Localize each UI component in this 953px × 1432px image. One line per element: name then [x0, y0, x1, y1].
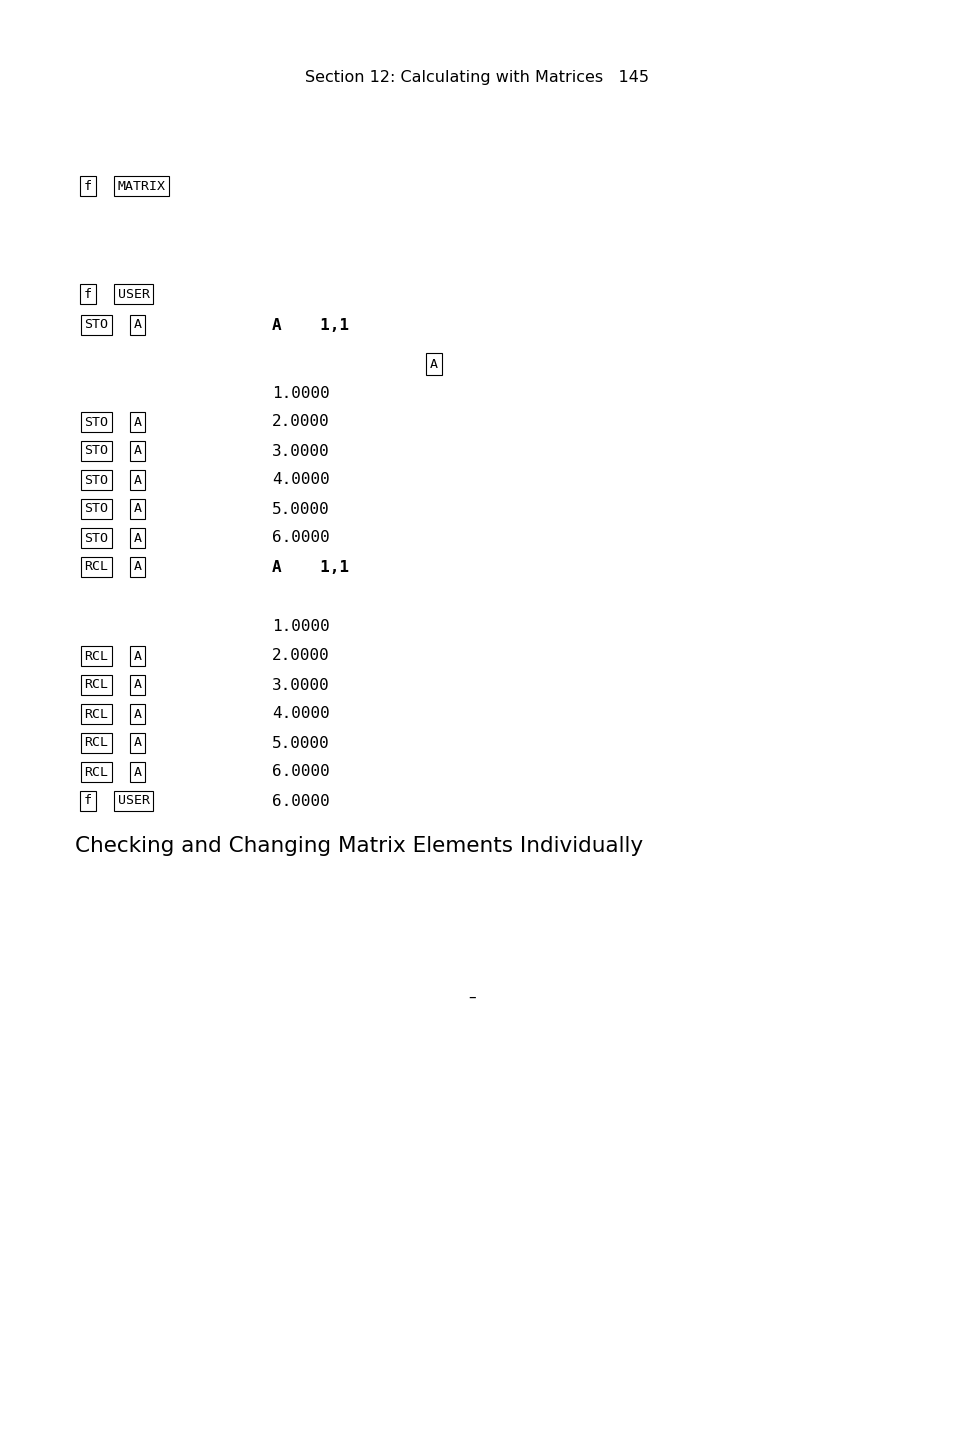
- Text: Section 12: Calculating with Matrices   145: Section 12: Calculating with Matrices 14…: [305, 70, 648, 84]
- Text: A: A: [133, 318, 142, 331]
- Text: 2.0000: 2.0000: [272, 414, 330, 430]
- Text: A: A: [133, 707, 142, 720]
- Text: A    1,1: A 1,1: [272, 560, 349, 574]
- Text: MATRIX: MATRIX: [117, 179, 166, 192]
- Text: RCL: RCL: [84, 707, 109, 720]
- Text: A: A: [133, 444, 142, 457]
- Text: Checking and Changing Matrix Elements Individually: Checking and Changing Matrix Elements In…: [75, 836, 642, 856]
- Text: A: A: [133, 650, 142, 663]
- Text: f: f: [84, 288, 92, 301]
- Text: A: A: [133, 503, 142, 516]
- Text: USER: USER: [117, 288, 150, 301]
- Text: STO: STO: [84, 474, 109, 487]
- Text: 1.0000: 1.0000: [272, 385, 330, 401]
- Text: 5.0000: 5.0000: [272, 736, 330, 750]
- Text: A    1,1: A 1,1: [272, 318, 349, 332]
- Text: STO: STO: [84, 531, 109, 544]
- Text: –: –: [468, 990, 476, 1004]
- Text: STO: STO: [84, 415, 109, 428]
- Text: 4.0000: 4.0000: [272, 473, 330, 487]
- Text: 5.0000: 5.0000: [272, 501, 330, 517]
- Text: f: f: [84, 795, 92, 808]
- Text: A: A: [133, 531, 142, 544]
- Text: RCL: RCL: [84, 650, 109, 663]
- Text: RCL: RCL: [84, 736, 109, 749]
- Text: 6.0000: 6.0000: [272, 530, 330, 546]
- Text: A: A: [133, 560, 142, 573]
- Text: A: A: [133, 474, 142, 487]
- Text: STO: STO: [84, 444, 109, 457]
- Text: 3.0000: 3.0000: [272, 444, 330, 458]
- Text: A: A: [133, 415, 142, 428]
- Text: 2.0000: 2.0000: [272, 649, 330, 663]
- Text: 1.0000: 1.0000: [272, 620, 330, 634]
- Text: 6.0000: 6.0000: [272, 765, 330, 779]
- Text: A: A: [133, 766, 142, 779]
- Text: A: A: [430, 358, 437, 371]
- Text: RCL: RCL: [84, 679, 109, 692]
- Text: RCL: RCL: [84, 560, 109, 573]
- Text: RCL: RCL: [84, 766, 109, 779]
- Text: STO: STO: [84, 503, 109, 516]
- Text: A: A: [133, 679, 142, 692]
- Text: 4.0000: 4.0000: [272, 706, 330, 722]
- Text: A: A: [133, 736, 142, 749]
- Text: USER: USER: [117, 795, 150, 808]
- Text: STO: STO: [84, 318, 109, 331]
- Text: f: f: [84, 179, 92, 192]
- Text: 3.0000: 3.0000: [272, 677, 330, 693]
- Text: 6.0000: 6.0000: [272, 793, 330, 809]
